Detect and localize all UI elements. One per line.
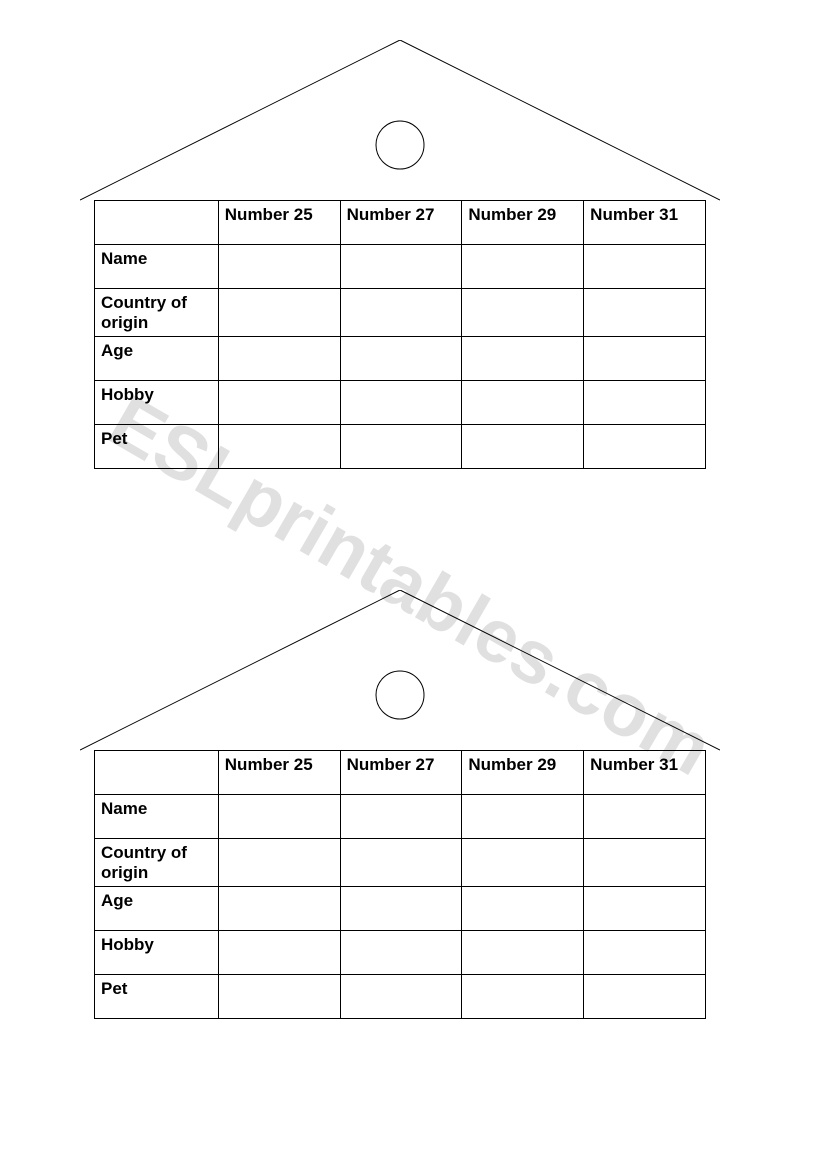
cell bbox=[218, 289, 340, 337]
header-col-4: Number 31 bbox=[584, 751, 706, 795]
header-col-1: Number 25 bbox=[218, 751, 340, 795]
cell bbox=[340, 839, 462, 887]
table-row: Pet bbox=[95, 975, 706, 1019]
table-row: Country of origin bbox=[95, 839, 706, 887]
row-label-age: Age bbox=[95, 337, 219, 381]
roof-bottom bbox=[80, 590, 720, 750]
cell bbox=[462, 931, 584, 975]
row-label-country: Country of origin bbox=[95, 839, 219, 887]
info-table-bottom: Number 25 Number 27 Number 29 Number 31 … bbox=[94, 750, 706, 1019]
row-label-pet: Pet bbox=[95, 425, 219, 469]
table-row: Age bbox=[95, 887, 706, 931]
cell bbox=[340, 289, 462, 337]
cell bbox=[584, 839, 706, 887]
info-table-top: Number 25 Number 27 Number 29 Number 31 … bbox=[94, 200, 706, 469]
table-row: Pet bbox=[95, 425, 706, 469]
cell bbox=[218, 381, 340, 425]
table-row: Hobby bbox=[95, 931, 706, 975]
header-empty bbox=[95, 201, 219, 245]
cell bbox=[584, 931, 706, 975]
cell bbox=[462, 245, 584, 289]
header-col-3: Number 29 bbox=[462, 201, 584, 245]
table-row: Age bbox=[95, 337, 706, 381]
row-label-hobby: Hobby bbox=[95, 931, 219, 975]
row-label-age: Age bbox=[95, 887, 219, 931]
cell bbox=[218, 839, 340, 887]
cell bbox=[218, 887, 340, 931]
cell bbox=[218, 337, 340, 381]
roof-svg-top bbox=[80, 40, 720, 202]
cell bbox=[340, 337, 462, 381]
cell bbox=[340, 795, 462, 839]
cell bbox=[218, 975, 340, 1019]
house-block-top: Number 25 Number 27 Number 29 Number 31 … bbox=[80, 40, 720, 469]
cell bbox=[218, 425, 340, 469]
cell bbox=[340, 931, 462, 975]
roof-top bbox=[80, 40, 720, 200]
cell bbox=[462, 381, 584, 425]
header-col-1: Number 25 bbox=[218, 201, 340, 245]
cell bbox=[462, 975, 584, 1019]
cell bbox=[218, 931, 340, 975]
roof-svg-bottom bbox=[80, 590, 720, 752]
cell bbox=[584, 795, 706, 839]
cell bbox=[340, 425, 462, 469]
cell bbox=[462, 289, 584, 337]
header-col-2: Number 27 bbox=[340, 201, 462, 245]
row-label-country: Country of origin bbox=[95, 289, 219, 337]
table-header-row: Number 25 Number 27 Number 29 Number 31 bbox=[95, 201, 706, 245]
table-row: Name bbox=[95, 245, 706, 289]
cell bbox=[340, 975, 462, 1019]
table-row: Country of origin bbox=[95, 289, 706, 337]
table-row: Hobby bbox=[95, 381, 706, 425]
cell bbox=[584, 381, 706, 425]
cell bbox=[462, 337, 584, 381]
cell bbox=[218, 795, 340, 839]
table-header-row: Number 25 Number 27 Number 29 Number 31 bbox=[95, 751, 706, 795]
cell bbox=[584, 887, 706, 931]
cell bbox=[584, 425, 706, 469]
row-label-hobby: Hobby bbox=[95, 381, 219, 425]
table-row: Name bbox=[95, 795, 706, 839]
cell bbox=[584, 245, 706, 289]
house-block-bottom: Number 25 Number 27 Number 29 Number 31 … bbox=[80, 590, 720, 1019]
header-col-2: Number 27 bbox=[340, 751, 462, 795]
header-empty bbox=[95, 751, 219, 795]
cell bbox=[462, 425, 584, 469]
cell bbox=[462, 887, 584, 931]
cell bbox=[462, 795, 584, 839]
cell bbox=[462, 839, 584, 887]
row-label-name: Name bbox=[95, 795, 219, 839]
cell bbox=[218, 245, 340, 289]
cell bbox=[340, 245, 462, 289]
header-col-3: Number 29 bbox=[462, 751, 584, 795]
cell bbox=[584, 975, 706, 1019]
cell bbox=[340, 381, 462, 425]
cell bbox=[584, 289, 706, 337]
header-col-4: Number 31 bbox=[584, 201, 706, 245]
cell bbox=[584, 337, 706, 381]
cell bbox=[340, 887, 462, 931]
row-label-pet: Pet bbox=[95, 975, 219, 1019]
worksheet-page: ESLprintables.com Number 25 Number 27 Nu… bbox=[0, 0, 821, 1169]
row-label-name: Name bbox=[95, 245, 219, 289]
